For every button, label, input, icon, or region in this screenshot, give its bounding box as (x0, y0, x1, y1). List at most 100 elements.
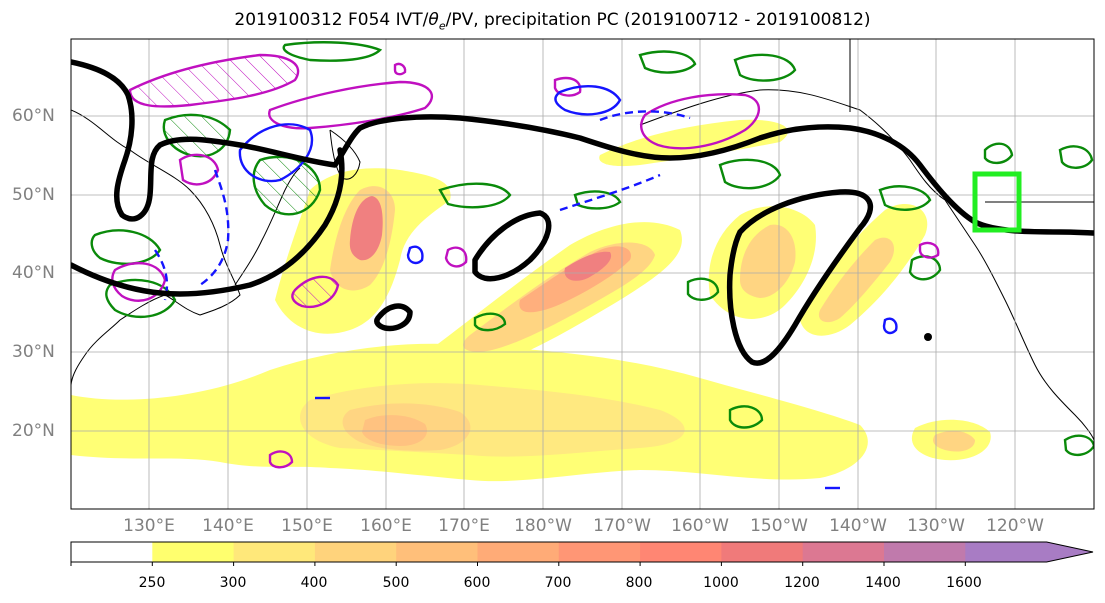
magenta-contour (444, 246, 468, 268)
colorbar-segment (640, 542, 722, 562)
colorbar-segment (314, 542, 397, 562)
gridlines (71, 39, 1094, 509)
magenta-contour (553, 76, 582, 97)
colorbar-tick-label: 700 (544, 575, 572, 591)
green-contour (1058, 145, 1094, 169)
green-contour (878, 185, 932, 211)
title-forecast: F054 (348, 10, 391, 30)
magenta-contour (291, 275, 340, 309)
lon-label: 160°W (671, 516, 729, 536)
lat-label: 30°N (12, 342, 55, 362)
green-contour (282, 41, 383, 62)
blue-contour (559, 173, 661, 212)
blue-contour (406, 245, 424, 265)
green-contour (718, 158, 782, 190)
title-fields-prefix: IVT/ (395, 10, 429, 30)
green-contour (686, 277, 720, 301)
title-date: 2019100312 (234, 10, 343, 30)
coastline-alaska (639, 89, 946, 201)
green-contour (638, 50, 697, 74)
precipitation-shading (71, 119, 991, 482)
lon-label: 180°W (514, 516, 572, 536)
precip-area-se-2 (933, 430, 975, 452)
colorbar-segment (71, 542, 153, 562)
colorbar-tick-label: 1200 (784, 575, 820, 591)
black-contours (71, 59, 1094, 366)
colorbar-segment (884, 542, 966, 562)
lat-label: 40°N (12, 263, 55, 283)
lon-label: 150°E (281, 516, 333, 536)
colorbar-segment (477, 542, 560, 562)
colorbar-tick-label: 1600 (946, 575, 982, 591)
blue-contour (199, 169, 230, 286)
green-contour (733, 53, 797, 82)
lon-label: 150°W (750, 516, 808, 536)
green-contour (105, 278, 177, 318)
precip-area-east-2 (740, 224, 796, 298)
green-contour (983, 142, 1014, 165)
lon-label: 170°E (438, 516, 490, 536)
colorbar-segment (396, 542, 478, 562)
blue-contour (554, 85, 622, 116)
blue-contours (154, 85, 898, 490)
precip-area-central-4 (564, 251, 612, 281)
precip-area-nw-3 (349, 196, 383, 261)
lat-label: 60°N (12, 106, 55, 126)
colorbar-tick-label: 1000 (703, 575, 739, 591)
precip-area-sw (71, 408, 173, 453)
title-theta-sub: e (438, 19, 446, 33)
colorbar-segment (152, 542, 235, 562)
magenta-contour (918, 241, 940, 259)
magenta-contour (393, 62, 407, 76)
green-contour (473, 312, 507, 332)
lon-label: 160°E (360, 516, 412, 536)
green-contour (728, 405, 764, 429)
colorbar (70, 541, 1094, 566)
map-frame (70, 38, 1095, 510)
colorbar-outline (70, 541, 1094, 563)
title-fields-suffix: /PV, precipitation PC (2019100712 - 2019… (445, 10, 871, 30)
colorbar-tick-label: 600 (463, 575, 491, 591)
coastline-asia (71, 109, 241, 386)
lat-label: 50°N (12, 185, 55, 205)
lon-label: 170°W (593, 516, 651, 536)
magenta-contour (128, 53, 300, 108)
green-contour (438, 182, 512, 209)
green-contour (573, 190, 622, 210)
colorbar-segment (721, 542, 804, 562)
black-contour-jet (71, 59, 1094, 236)
magenta-contour (268, 80, 434, 130)
lon-label: 130°E (123, 516, 175, 536)
precip-area-east-4 (818, 237, 895, 323)
lat-label: 20°N (12, 421, 55, 441)
colorbar-segment (233, 542, 316, 562)
blue-contour (599, 110, 691, 122)
colorbar-segment (965, 542, 1048, 562)
black-contour-small-low (374, 303, 413, 332)
colorbar-tick-label: 400 (300, 575, 328, 591)
blue-contour (154, 249, 169, 301)
colorbar-segment (802, 542, 885, 562)
colorbar-segment (558, 542, 641, 562)
colorbar-tick-label: 250 (138, 575, 166, 591)
lon-label: 130°W (907, 516, 965, 536)
colorbar-tick-label: 500 (382, 575, 410, 591)
lon-label: 140°W (829, 516, 887, 536)
colorbar-tick-label: 300 (219, 575, 247, 591)
blue-contour (238, 123, 313, 183)
magenta-contour (268, 450, 294, 469)
green-contours (90, 41, 1094, 457)
magenta-contour (178, 153, 220, 186)
magenta-contour (640, 93, 761, 150)
black-contour-cutoff-low (472, 210, 552, 282)
colorbar-tick-label: 800 (625, 575, 653, 591)
black-contour-east-trough (726, 189, 874, 366)
black-contour-dot (924, 333, 932, 341)
blue-contour (882, 317, 898, 335)
map-title: 2019100312 F054 IVT/θe/PV, precipitation… (0, 10, 1105, 32)
title-theta: θ (428, 10, 439, 30)
precip-area-south-4 (362, 415, 428, 446)
colorbar-tick-label: 1400 (865, 575, 901, 591)
target-region-box (972, 171, 1022, 233)
